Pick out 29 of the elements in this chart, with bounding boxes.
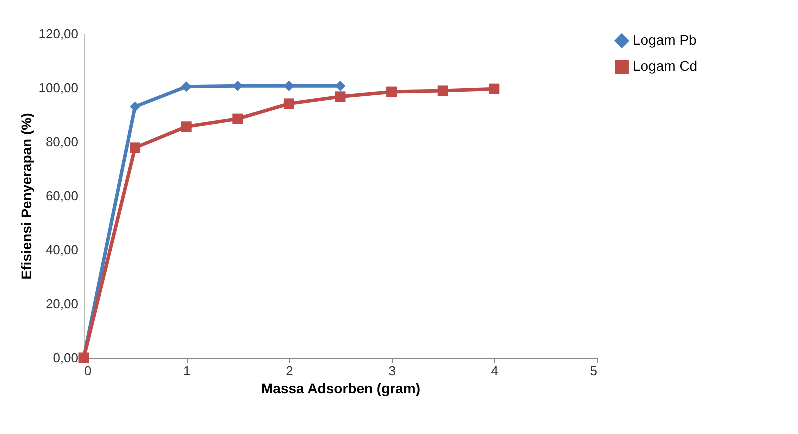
point [335,80,346,92]
legend-label: Logam Cd [633,58,698,74]
point [335,92,346,102]
point [489,84,500,94]
point [181,122,192,132]
x-tick-label: 2 [286,364,294,378]
y-tick-label: 20,00 [46,296,78,312]
point [232,80,244,92]
x-tick-label: 5 [590,364,598,378]
point [386,86,398,98]
x-tick-label: 3 [388,364,396,378]
y-axis-title: Efisiensi Penyerapan (%) [18,113,35,280]
y-tick-label: 0,00 [53,350,78,366]
y-tick-label: 80,00 [46,134,78,150]
point [438,86,448,96]
point [130,102,141,112]
x-axis-title: Massa Adsorben (gram) [262,380,420,396]
x-tick-label: 0 [84,364,92,378]
point [181,82,192,92]
y-tick-label: 60,00 [46,188,78,204]
y-tick-label: 120,00 [38,26,78,42]
x-tick-label: 4 [491,364,499,378]
x-tick-label: 1 [183,364,191,378]
y-tick-label: 40,00 [46,242,78,258]
y-tick-label: 100,00 [38,80,78,96]
point [284,98,294,110]
legend-label: Logam Pb [633,32,698,48]
point [130,142,141,154]
point [232,114,244,124]
